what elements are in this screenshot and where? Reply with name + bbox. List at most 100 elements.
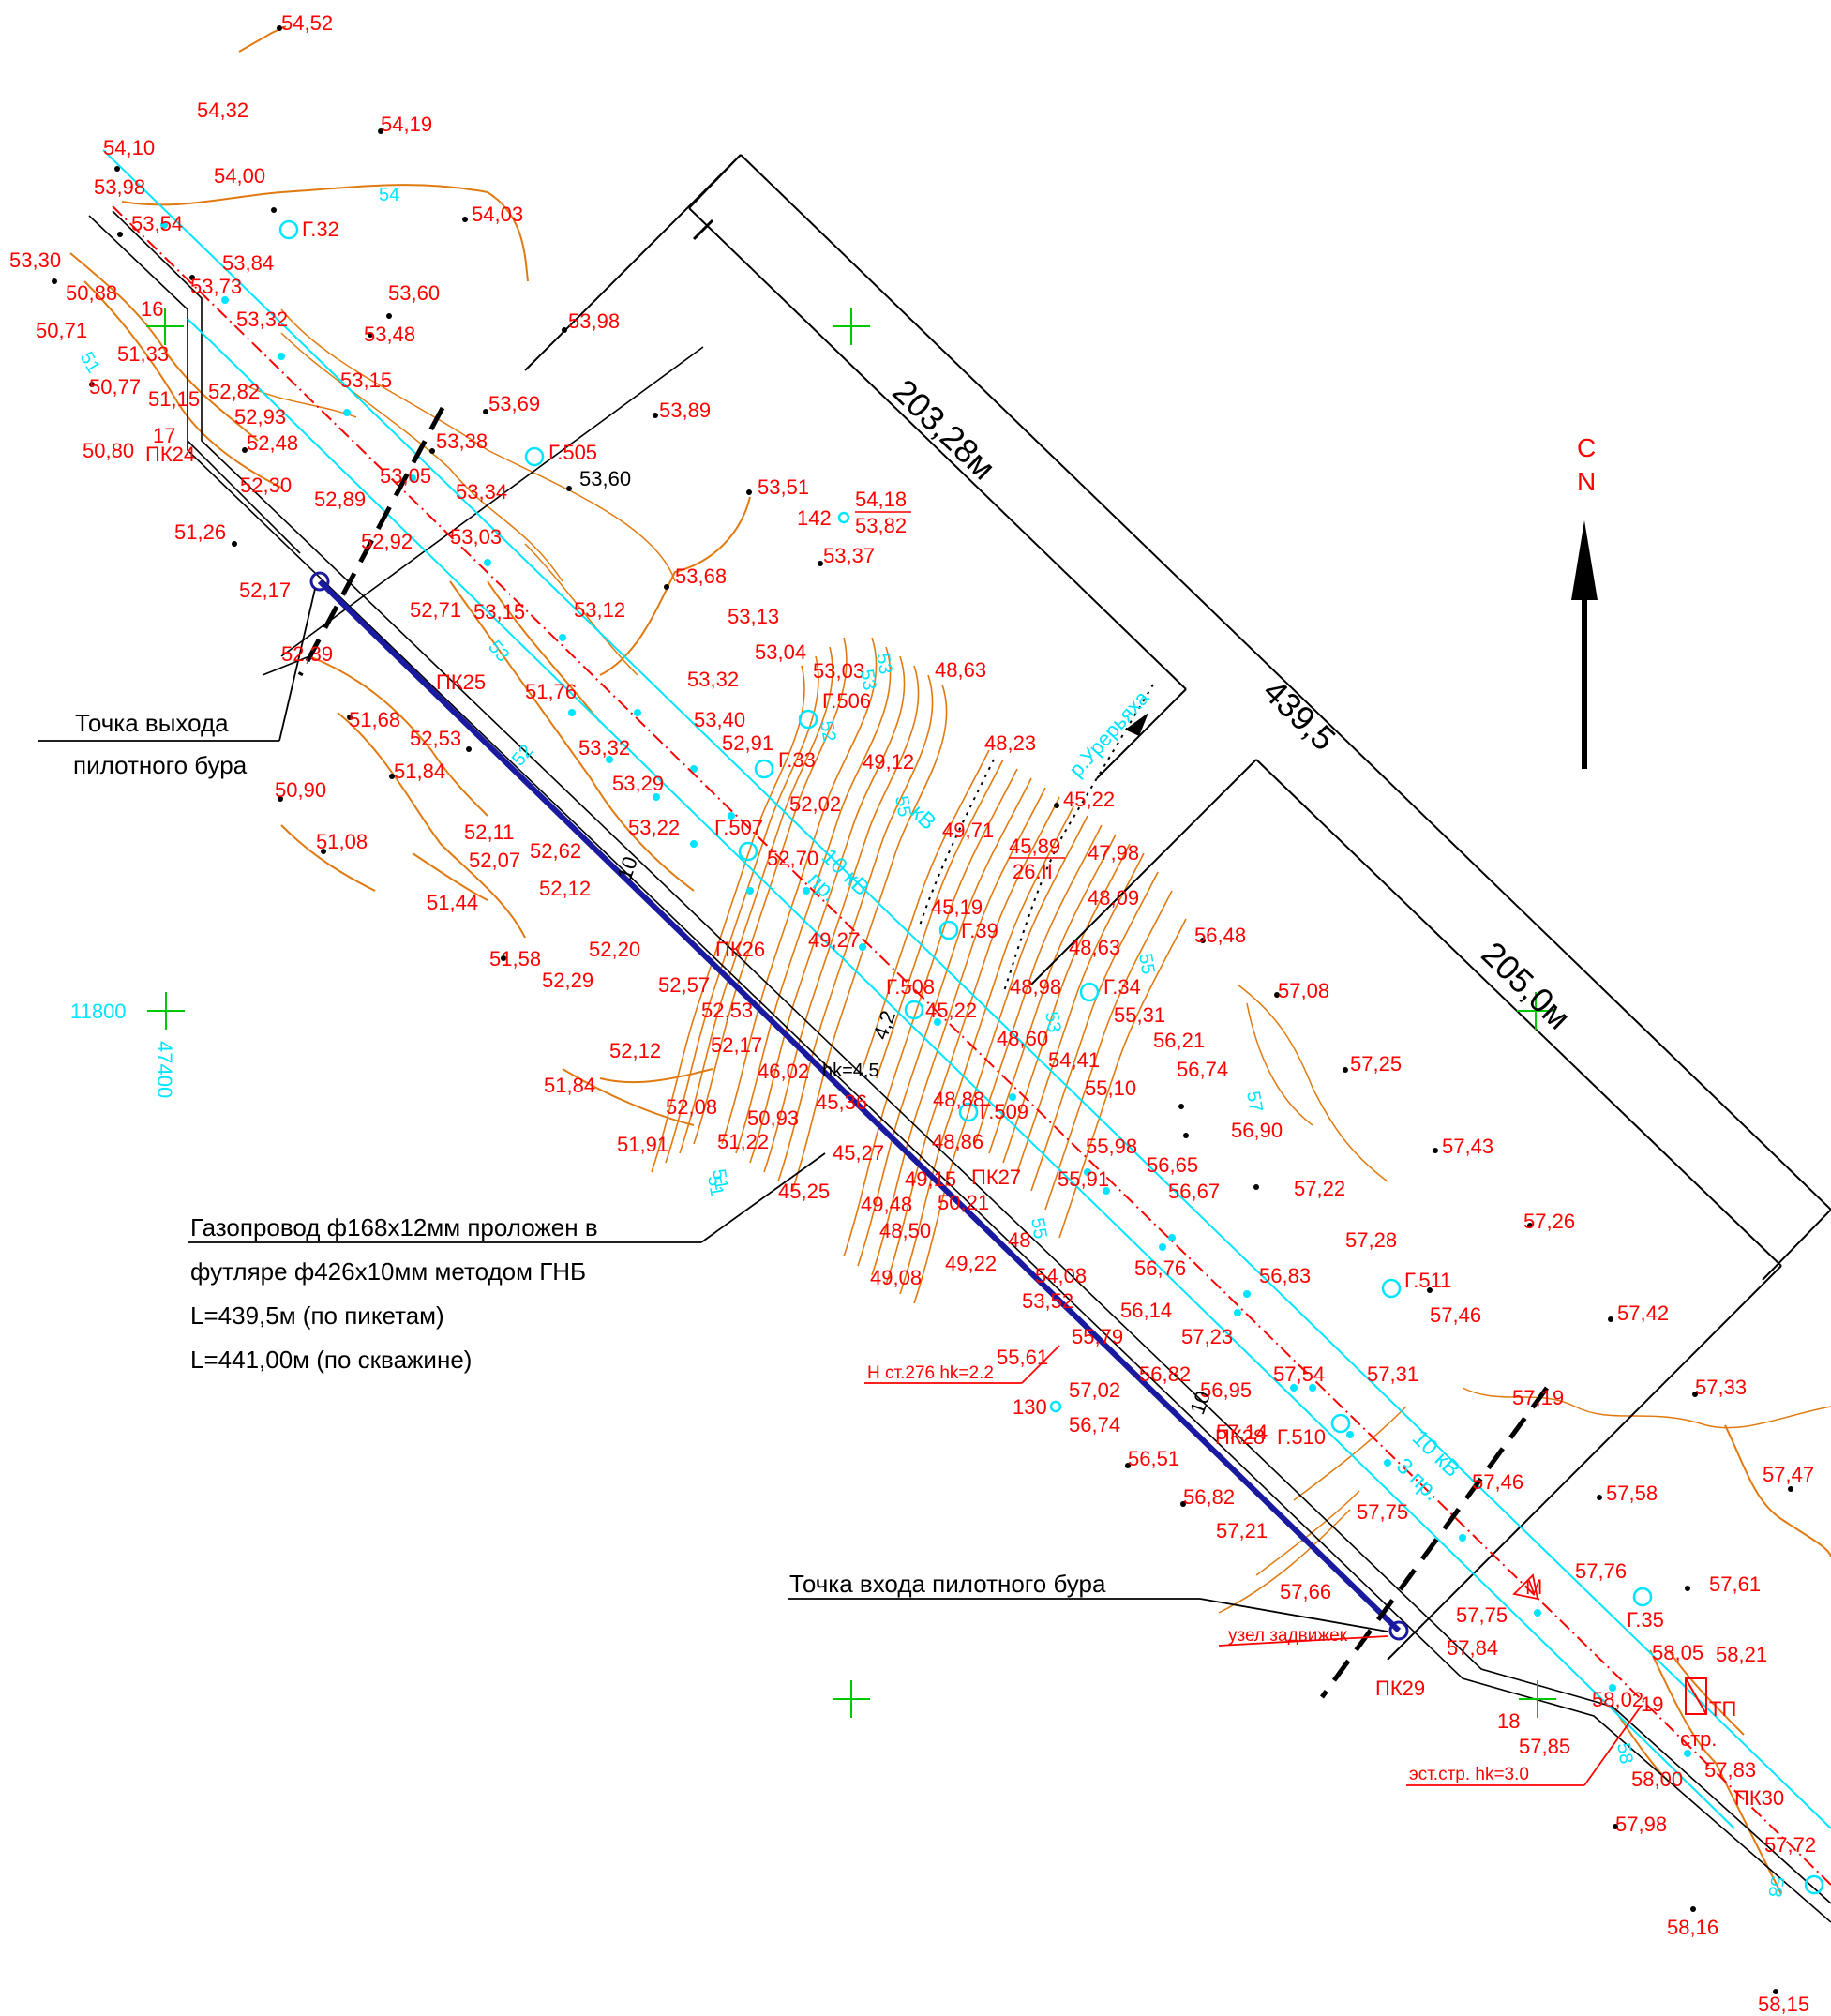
tp-label: ТП	[1709, 1697, 1736, 1721]
elevation-label: 57,43	[1442, 1135, 1493, 1158]
well-label: Г.32	[302, 218, 339, 241]
elevation-label: 52,02	[789, 792, 841, 816]
elevation-label: 45,19	[931, 895, 983, 919]
elevation-label: 51,08	[316, 830, 368, 853]
elevation-label: 53,03	[450, 525, 502, 549]
elevation-label: 52,53	[410, 727, 461, 750]
elevation-label: 52,20	[589, 938, 640, 961]
elevation-label: 56,76	[1134, 1256, 1186, 1280]
elevation-label: 57,26	[1523, 1210, 1575, 1233]
exit-point-label-line2: пилотного бура	[73, 751, 248, 779]
well-label: Г.506	[822, 689, 871, 713]
h-station-label: Н ст.276 hk=2.2	[867, 1363, 994, 1383]
elevation-label: 56,83	[1259, 1264, 1311, 1287]
elevation-label: 57,84	[1447, 1636, 1498, 1660]
misc-numbers: 16 17 142 130 18 19 10 10 4,2	[141, 297, 1663, 1733]
contour-label: 52	[816, 719, 840, 744]
elevation-label: 45,27	[833, 1141, 884, 1165]
elevation-label: 50,90	[275, 778, 326, 802]
elevation-label: 57,76	[1575, 1559, 1627, 1583]
valve-node-label: узел задвижек	[1228, 1626, 1348, 1646]
elevation-label: 53,69	[488, 392, 540, 415]
elevation-label: 48,50	[879, 1219, 931, 1242]
elevation-label: 51,15	[148, 387, 200, 411]
elevation-label: 50,21	[938, 1191, 989, 1214]
elevation-label: 53,68	[675, 564, 727, 588]
exit-point-icon	[309, 571, 330, 592]
grid-y-label: 47400	[153, 1041, 176, 1098]
el-station-label: эст.стр. hk=3.0	[1409, 1765, 1529, 1784]
well-markers	[278, 219, 1824, 1895]
elevation-label: 57,72	[1764, 1833, 1816, 1857]
grid-x-label: 11800	[70, 1000, 127, 1023]
contour-label: 55	[891, 794, 915, 819]
well-label: Г.39	[961, 919, 998, 942]
elevation-label: 53,82	[855, 514, 907, 537]
m-label: М	[1525, 1575, 1542, 1599]
contour-label: 51	[76, 349, 104, 377]
entry-point-icon	[1388, 1620, 1409, 1641]
well-label: Г.509	[980, 1100, 1028, 1123]
elevation-label: 58,15	[1758, 1993, 1809, 2016]
elevation-label: 52,39	[281, 642, 333, 666]
elevation-label: 58,05	[1652, 1641, 1703, 1664]
elevation-label: 52,12	[609, 1039, 661, 1062]
elevation-label: 49,27	[808, 928, 860, 952]
elevation-label: 55,10	[1085, 1076, 1136, 1100]
elevation-label: 48,63	[1069, 936, 1120, 959]
contour-label: 53	[1041, 1010, 1065, 1034]
elevation-label: 53,32	[687, 668, 739, 691]
elevation-label: 57,19	[1512, 1386, 1564, 1409]
elevation-label: 57,21	[1216, 1519, 1268, 1542]
elevation-label: 53,32	[236, 308, 288, 331]
elevation-label: 57,85	[1519, 1735, 1570, 1758]
elevation-label: 56,74	[1069, 1413, 1120, 1437]
elevation-label: 57,23	[1181, 1325, 1233, 1348]
date-note-label: 26.II	[1013, 860, 1053, 883]
elevation-label: 52,62	[530, 839, 581, 863]
elevation-label: 53,03	[813, 659, 864, 683]
elevation-label: 48,60	[997, 1027, 1048, 1050]
well-labels: Г.32 Г.505 Г.506 Г.33 Г.507 Г.39 Г.508 Г…	[302, 218, 1664, 1632]
north-label-c: С	[1577, 433, 1596, 462]
elevation-label: 58,21	[1716, 1643, 1767, 1666]
elevation-label: 55,91	[1058, 1167, 1109, 1191]
elevation-label: 53,12	[574, 598, 625, 622]
picket-label: ПК24	[145, 443, 195, 466]
well-label: Г.34	[1103, 975, 1141, 999]
elevation-label: 54,00	[214, 164, 265, 188]
elevation-label: 54,41	[1048, 1048, 1100, 1072]
elevation-label: 57,22	[1294, 1177, 1345, 1200]
elevation-label: 57,66	[1280, 1580, 1331, 1603]
elevation-label: 51,26	[174, 520, 226, 544]
elevation-label: 53,60	[388, 281, 440, 305]
elevation-label: 56,82	[1183, 1485, 1235, 1509]
elevation-label: 57,47	[1763, 1463, 1814, 1486]
elevation-label: 54,03	[472, 203, 523, 226]
elevation-label: 51,58	[489, 947, 541, 970]
elevation-label: 54,18	[855, 488, 907, 511]
elevation-label: 52,30	[240, 474, 292, 497]
elevation-label: 57,61	[1709, 1572, 1761, 1596]
misc-number: 18	[1497, 1709, 1520, 1733]
elevation-label: 56,14	[1120, 1299, 1172, 1322]
elevation-label: 52,07	[469, 849, 520, 872]
elevation-label: 45,36	[816, 1091, 867, 1114]
elevation-label: 56,82	[1139, 1362, 1191, 1386]
elevation-label: 45,22	[1063, 788, 1115, 811]
elevation-label: 50,77	[89, 375, 141, 399]
elevation-label: 56,67	[1168, 1180, 1220, 1203]
elevation-label: 53,34	[456, 480, 507, 504]
elevation-label: 48	[1008, 1228, 1030, 1252]
elevation-label: 57,33	[1695, 1376, 1747, 1399]
elevation-label: 52,11	[464, 820, 514, 844]
pipeline-label-line1: Газопровод ф168х12мм проложен в	[190, 1213, 598, 1241]
elevation-label: 49,22	[945, 1252, 997, 1275]
red-leaders	[864, 1345, 1642, 1786]
north-label-n: N	[1577, 467, 1596, 496]
elevation-label: 51,84	[394, 760, 445, 783]
misc-number: 16	[141, 297, 163, 321]
elevation-label: 48,63	[935, 658, 986, 682]
elevation-label: 58,16	[1667, 1916, 1718, 1939]
